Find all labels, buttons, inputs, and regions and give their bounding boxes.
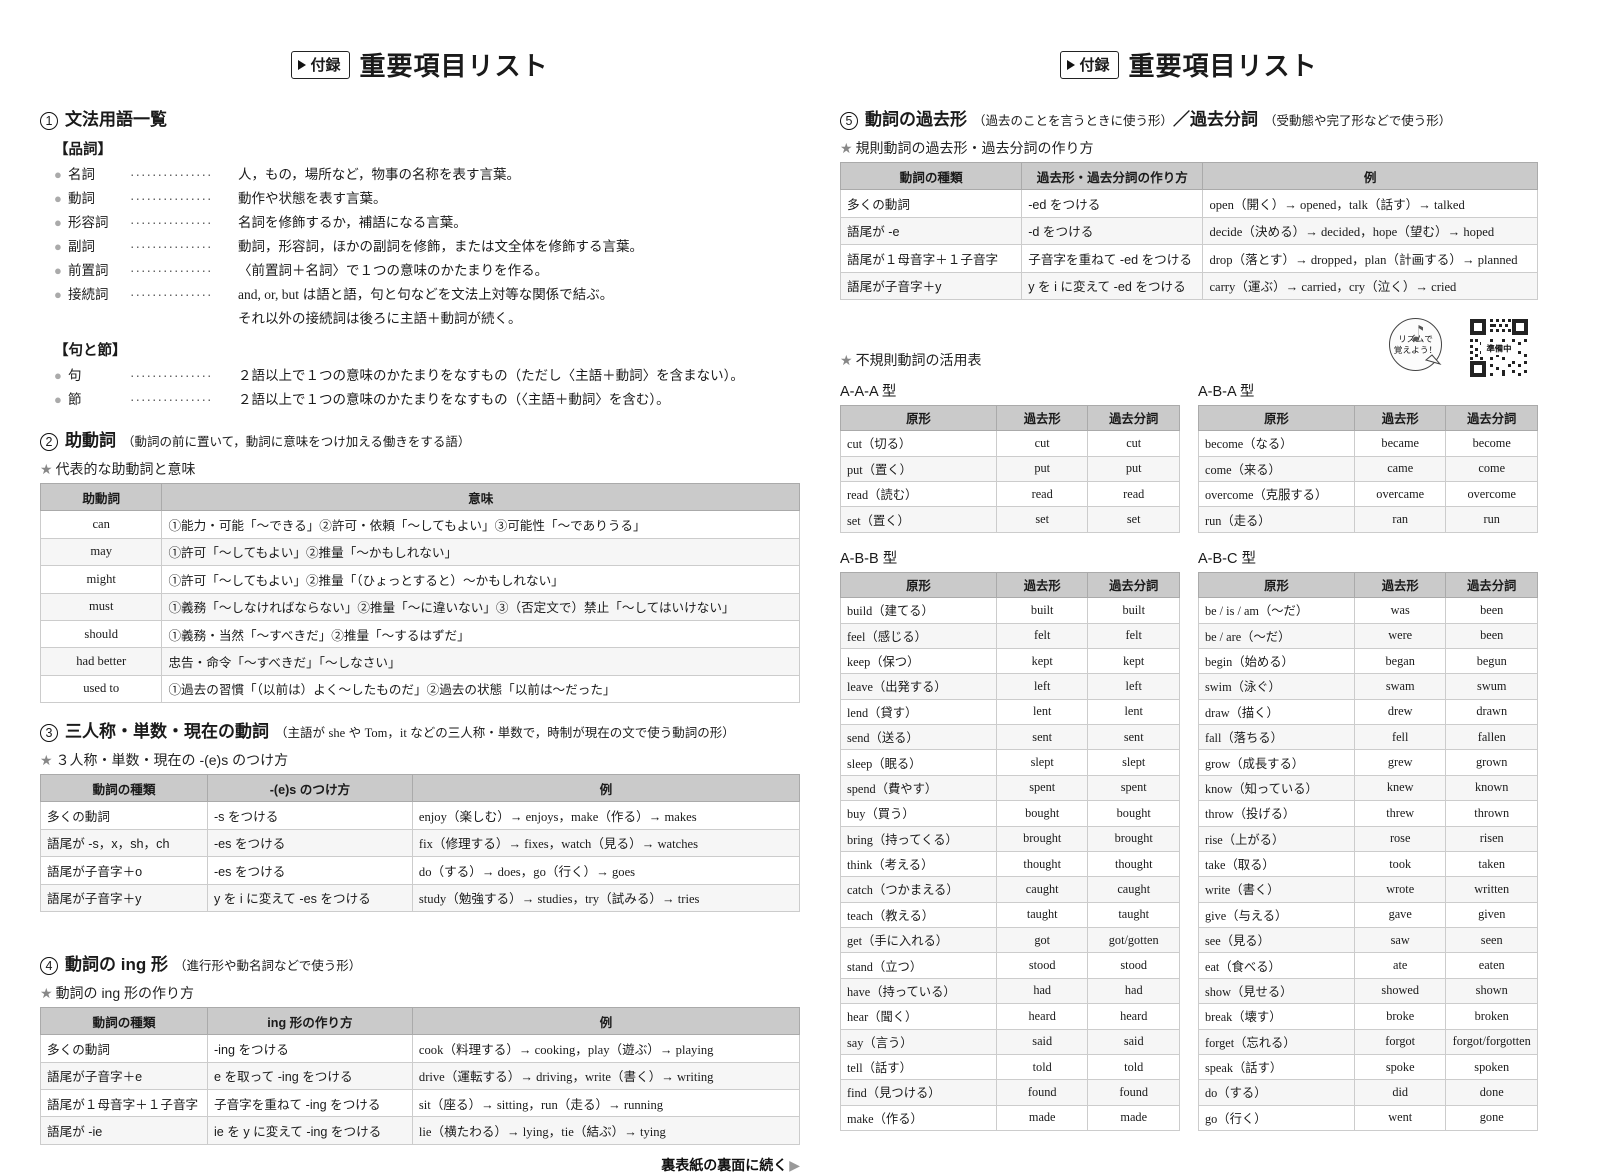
svg-text:覚えよう！: 覚えよう！ bbox=[1394, 345, 1437, 355]
svg-text:準備中: 準備中 bbox=[1486, 343, 1511, 353]
